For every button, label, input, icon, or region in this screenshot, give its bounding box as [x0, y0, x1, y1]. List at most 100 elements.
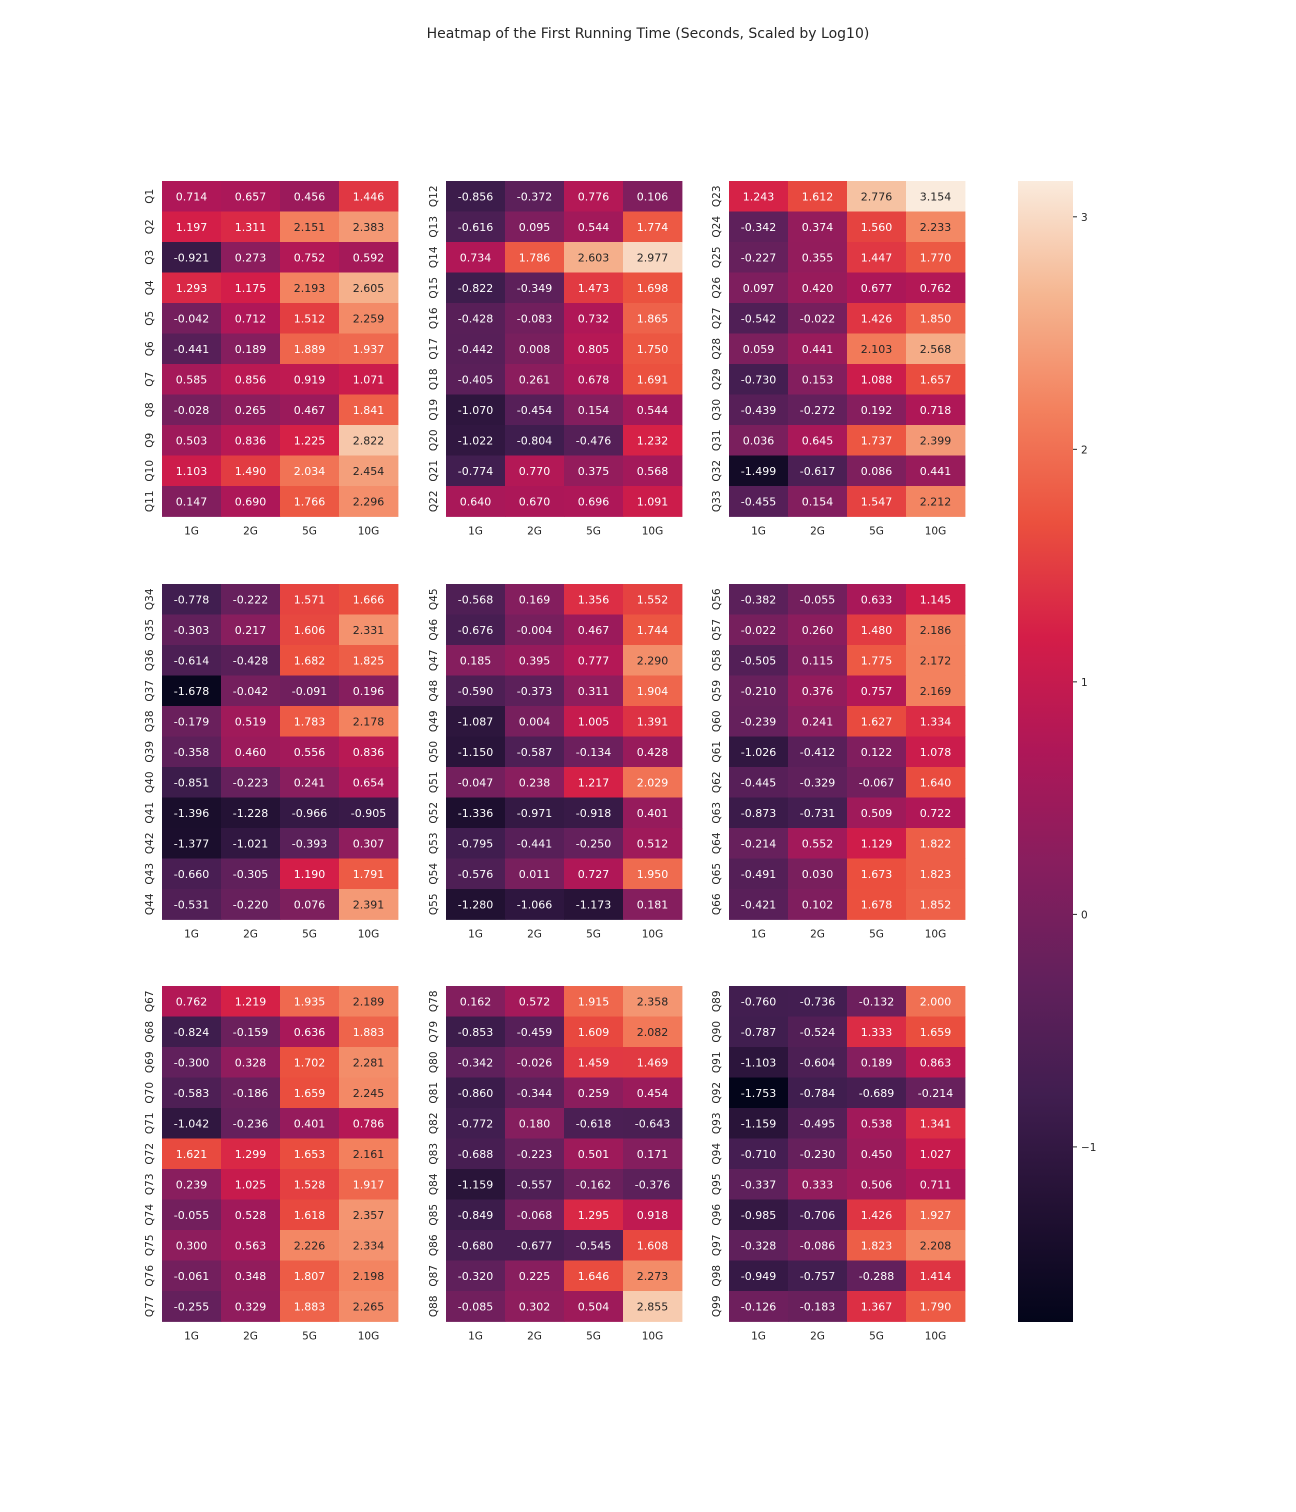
- cell-value-label: -0.949: [741, 1270, 776, 1283]
- column-tick-label: 1G: [751, 929, 766, 941]
- cell-value-label: -0.851: [174, 776, 209, 789]
- heatmap-cell: [847, 1077, 907, 1109]
- heatmap-cell: [847, 1016, 907, 1048]
- heatmap-cell: [221, 211, 281, 243]
- row-tick-label: Q45: [428, 588, 440, 610]
- cell-value-label: -0.067: [859, 776, 894, 789]
- heatmap-cell: [729, 858, 789, 890]
- heatmap-cell: [446, 1138, 506, 1170]
- heatmap-cell: [623, 1260, 683, 1292]
- cell-value-label: -0.305: [233, 868, 268, 881]
- heatmap-cell: [505, 272, 565, 304]
- heatmap-cell: [729, 1230, 789, 1261]
- cell-value-label: 0.153: [802, 373, 834, 386]
- heatmap-cell: [623, 1108, 683, 1139]
- heatmap-cell: [221, 675, 281, 707]
- heatmap-cell: [446, 1169, 506, 1200]
- heatmap-cell: [729, 1199, 789, 1231]
- heatmap-cell: [162, 272, 222, 304]
- heatmap-cell: [623, 706, 683, 737]
- cell-value-label: 2.245: [353, 1087, 385, 1100]
- cell-value-label: 0.863: [920, 1056, 952, 1069]
- heatmap-cell: [906, 797, 966, 829]
- cell-value-label: 0.355: [802, 251, 834, 264]
- cell-value-label: 0.657: [235, 190, 267, 203]
- cell-value-label: -1.026: [741, 746, 776, 759]
- row-tick-label: Q69: [144, 1051, 156, 1073]
- cell-value-label: 2.383: [353, 221, 385, 234]
- row-tick-label: Q49: [428, 710, 440, 732]
- row-tick-label: Q63: [711, 802, 723, 824]
- cell-value-label: 1.103: [176, 465, 208, 478]
- cell-value-label: 0.097: [743, 282, 775, 295]
- row-tick-label: Q70: [144, 1082, 156, 1104]
- cell-value-label: -0.505: [741, 654, 776, 667]
- cell-value-label: 0.106: [637, 190, 669, 203]
- cell-value-label: -0.677: [517, 1239, 552, 1252]
- column-tick-label: 10G: [642, 526, 664, 538]
- heatmap-cell: [339, 394, 399, 426]
- cell-value-label: -0.342: [458, 1056, 493, 1069]
- cell-value-label: -0.524: [800, 1026, 835, 1039]
- cell-value-label: 1.175: [235, 282, 267, 295]
- cell-value-label: 0.786: [353, 1117, 385, 1130]
- cell-value-label: 1.217: [578, 776, 610, 789]
- cell-value-label: 1.295: [578, 1209, 610, 1222]
- row-tick-label: Q13: [428, 216, 440, 238]
- colorbar-tick-label: 2: [1081, 444, 1088, 456]
- heatmap-cell: [221, 455, 281, 487]
- heatmap-cell: [847, 486, 907, 517]
- cell-value-label: 1.459: [578, 1056, 610, 1069]
- cell-value-label: 1.078: [920, 746, 952, 759]
- heatmap-cell: [446, 584, 506, 615]
- row-tick-label: Q86: [428, 1234, 440, 1256]
- cell-value-label: -0.604: [800, 1056, 835, 1069]
- heatmap-cell: [788, 706, 848, 737]
- heatmap-cell: [564, 1230, 624, 1261]
- heatmap-cell: [623, 455, 683, 487]
- cell-value-label: 2.605: [353, 282, 385, 295]
- heatmap-cell: [339, 584, 399, 615]
- cell-value-label: -0.710: [741, 1148, 776, 1161]
- heatmap-cell: [221, 181, 281, 212]
- cell-value-label: -0.183: [800, 1300, 835, 1313]
- heatmap-cell: [339, 1230, 399, 1261]
- heatmap-cell: [564, 1047, 624, 1078]
- cell-value-label: 1.426: [861, 312, 893, 325]
- cell-value-label: 2.029: [637, 776, 669, 789]
- cell-value-label: 0.401: [637, 807, 669, 820]
- column-tick-label: 1G: [184, 929, 199, 941]
- row-tick-label: Q66: [711, 893, 723, 915]
- cell-value-label: 0.585: [176, 373, 208, 386]
- cell-value-label: -0.614: [174, 654, 209, 667]
- heatmap-panel-6: -0.382 -0.055 0.633 1.145 -0.022 0.260 1.480 2.…: [711, 584, 966, 941]
- cell-value-label: 1.823: [920, 868, 952, 881]
- heatmap-cell: [906, 736, 966, 768]
- heatmap-cell: [446, 1016, 506, 1048]
- cell-value-label: 1.612: [802, 190, 834, 203]
- heatmap-cell: [847, 858, 907, 890]
- heatmap-cell: [221, 364, 281, 395]
- heatmap-cell: [505, 1108, 565, 1139]
- row-tick-label: Q87: [428, 1265, 440, 1287]
- cell-value-label: 1.608: [637, 1239, 669, 1252]
- row-tick-label: Q64: [711, 832, 723, 854]
- heatmap-cell: [623, 333, 683, 365]
- heatmap-cell: [729, 486, 789, 517]
- heatmap-cell: [729, 181, 789, 212]
- heatmap-cell: [788, 303, 848, 334]
- cell-value-label: 0.711: [920, 1178, 952, 1191]
- cell-value-label: 0.501: [578, 1148, 610, 1161]
- cell-value-label: -0.222: [233, 593, 268, 606]
- heatmap-cell: [221, 1260, 281, 1292]
- row-tick-label: Q41: [144, 802, 156, 824]
- cell-value-label: 1.659: [920, 1026, 952, 1039]
- cell-value-label: 1.950: [637, 868, 669, 881]
- heatmap-cell: [729, 333, 789, 365]
- cell-value-label: 1.702: [294, 1056, 326, 1069]
- cell-value-label: -1.159: [458, 1178, 493, 1191]
- cell-value-label: -0.068: [517, 1209, 552, 1222]
- heatmap-cell: [280, 1138, 340, 1170]
- heatmap-cell: [221, 645, 281, 676]
- cell-value-label: -0.061: [174, 1270, 209, 1283]
